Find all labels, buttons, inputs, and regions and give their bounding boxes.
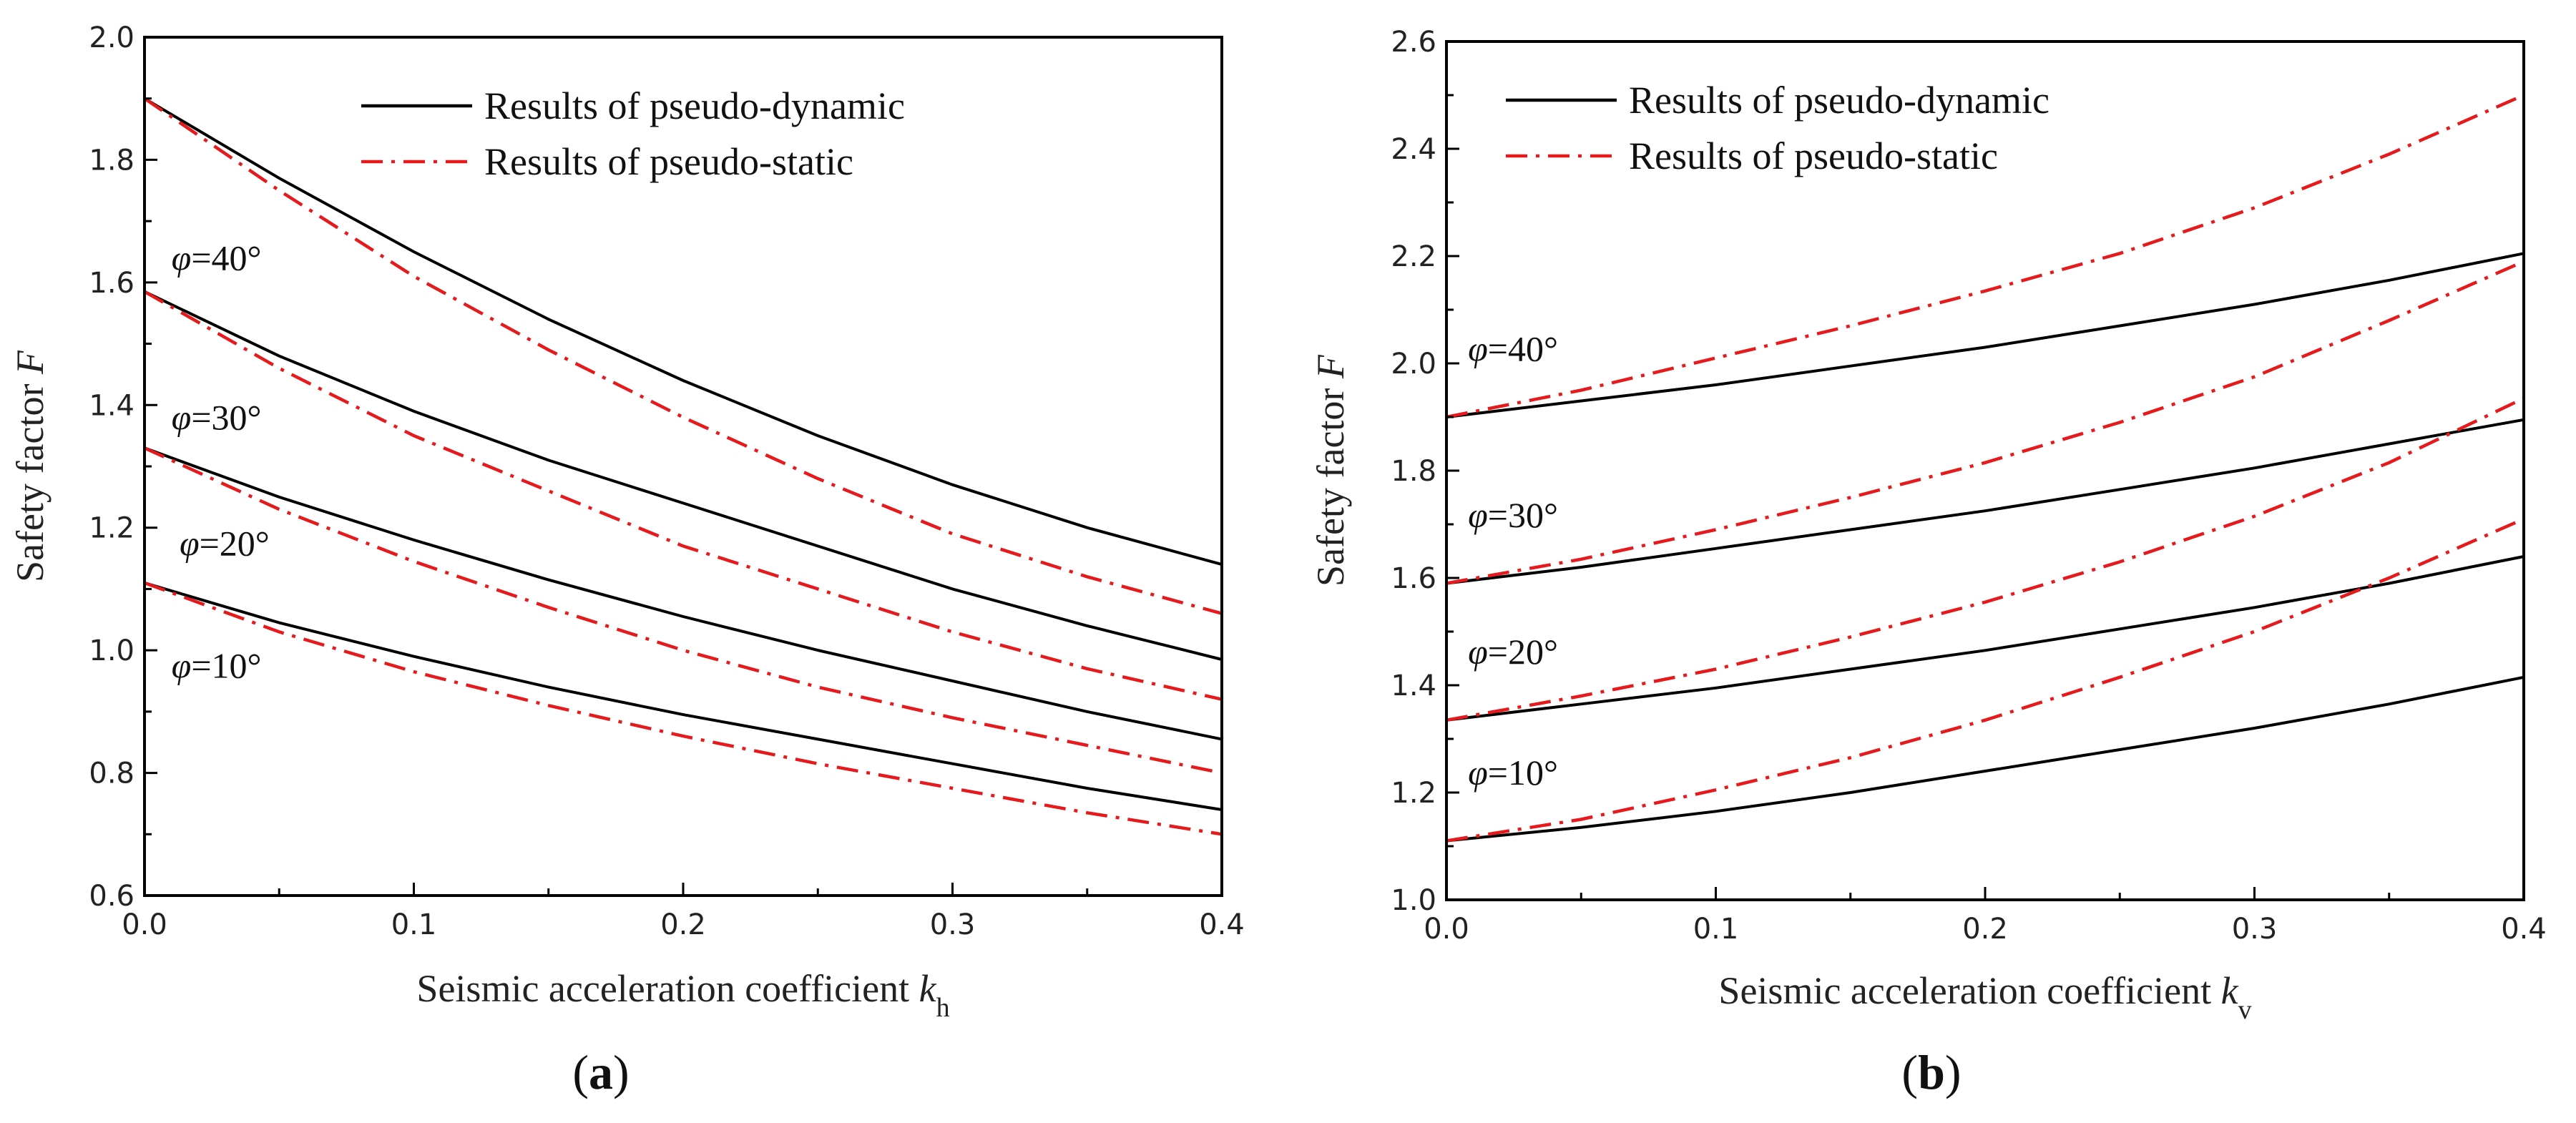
- series-line-b-phi30-static: [1446, 260, 2524, 585]
- series-line-a-phi20-static: [144, 446, 1223, 775]
- series-line-b-phi30-dynamic: [1446, 418, 2524, 585]
- series-line-b-phi40-static: [1446, 93, 2524, 419]
- y-tick-label-a-5: 1.6: [89, 267, 134, 300]
- chart-panel-a: 0.0 0.1 0.2 0.3 0.4 0.6 0.8 1.0 1.2 1.4 1.6 1.8 2.0 R…: [9, 21, 1245, 1099]
- series-line-a-phi10-dynamic: [144, 581, 1223, 811]
- series-line-b-phi20-dynamic: [1446, 555, 2524, 722]
- annotation-var: φ: [172, 398, 192, 438]
- series-line-a-phi40-dynamic: [143, 97, 1223, 567]
- curve-annotation-b-3: φ=10°: [1468, 752, 1558, 793]
- annotation-value: =10°: [191, 646, 261, 686]
- annotation-value: =40°: [1488, 328, 1558, 368]
- y-axis-title-b: Safety factor F: [1309, 354, 1352, 587]
- annotation-var: φ: [180, 523, 200, 563]
- series-line-b-phi40-dynamic: [1446, 252, 2524, 418]
- annotation-var: φ: [172, 238, 192, 278]
- curve-annotation-a-1: φ=30°: [172, 398, 262, 438]
- series-line-b-phi10-dynamic: [1446, 675, 2524, 843]
- annotation-value: =30°: [191, 398, 261, 438]
- x-axis-title-sub: h: [936, 993, 950, 1023]
- y-tick-label-a-4: 1.4: [89, 389, 134, 422]
- y-axis-title-a: Safety factor F: [9, 350, 52, 582]
- x-tick-label-a-1: 0.1: [391, 908, 437, 941]
- x-axis-title-a: Seismic acceleration coefficient kh: [416, 967, 949, 1023]
- x-tick-label-a-0: 0.0: [122, 908, 167, 941]
- annotation-value: =40°: [191, 238, 261, 278]
- caption-paren-open: (: [572, 1045, 589, 1099]
- y-tick-label-b-8: 2.6: [1391, 26, 1436, 59]
- curve-annotation-b-2: φ=20°: [1468, 632, 1558, 672]
- y-tick-label-a-6: 1.8: [89, 144, 134, 177]
- x-tick-label-b-0: 0.0: [1424, 913, 1469, 946]
- caption-letter: b: [1918, 1045, 1945, 1099]
- x-axis-title-var: k: [2221, 969, 2239, 1012]
- legend-label-b-1: Results of pseudo-static: [1629, 134, 1998, 177]
- series-line-a-phi10-static: [144, 581, 1223, 836]
- annotation-var: φ: [1468, 752, 1488, 793]
- curve-annotation-b-1: φ=30°: [1468, 495, 1558, 535]
- y-tick-label-a-0: 0.6: [89, 880, 134, 913]
- y-tick-label-b-6: 2.2: [1391, 240, 1436, 273]
- x-tick-label-b-2: 0.2: [1962, 913, 2008, 946]
- legend-label-a-1: Results of pseudo-static: [484, 140, 853, 183]
- curve-annotation-a-3: φ=10°: [172, 646, 262, 686]
- x-axis-title-main: Seismic acceleration coefficient: [416, 967, 919, 1010]
- x-tick-label-a-3: 0.3: [930, 908, 976, 941]
- x-tick-label-a-4: 0.4: [1199, 908, 1245, 941]
- x-axis-title-b: Seismic acceleration coefficient kv: [1718, 969, 2251, 1025]
- x-tick-label-a-2: 0.2: [660, 908, 706, 941]
- y-tick-label-a-3: 1.2: [89, 512, 134, 545]
- y-axis-title-main: Safety factor: [1309, 378, 1352, 587]
- x-tick-label-b-1: 0.1: [1693, 913, 1739, 946]
- y-tick-label-b-4: 1.8: [1391, 455, 1436, 488]
- y-axis-title-var: F: [9, 350, 52, 375]
- y-tick-label-a-2: 1.0: [89, 634, 134, 667]
- y-tick-label-a-1: 0.8: [89, 757, 134, 790]
- x-tick-label-b-4: 0.4: [2501, 913, 2547, 946]
- annotation-value: =30°: [1488, 495, 1558, 535]
- annotation-var: φ: [172, 646, 192, 686]
- y-tick-label-b-3: 1.6: [1391, 562, 1436, 595]
- series-line-b-phi20-static: [1446, 396, 2524, 722]
- annotation-var: φ: [1468, 632, 1488, 672]
- x-tick-label-b-3: 0.3: [2232, 913, 2278, 946]
- series-line-a-phi40-static: [143, 97, 1223, 615]
- y-tick-label-b-0: 1.0: [1391, 884, 1436, 917]
- x-axis-title-var: k: [919, 967, 937, 1010]
- x-axis-title-main: Seismic acceleration coefficient: [1718, 969, 2220, 1012]
- panel-caption-b: (b): [1901, 1045, 1961, 1099]
- curve-annotation-b-0: φ=40°: [1468, 328, 1558, 368]
- legend-label-a-0: Results of pseudo-dynamic: [484, 84, 905, 127]
- y-tick-label-a-7: 2.0: [89, 21, 134, 54]
- caption-paren-open: (: [1901, 1045, 1918, 1099]
- series-line-a-phi30-dynamic: [144, 290, 1223, 661]
- annotation-value: =10°: [1488, 752, 1558, 793]
- caption-paren-close: ): [1945, 1045, 1962, 1099]
- legend-label-b-0: Results of pseudo-dynamic: [1629, 79, 2049, 122]
- y-axis-title-var: F: [1309, 354, 1352, 379]
- curve-annotation-a-0: φ=40°: [172, 238, 262, 278]
- series-line-a-phi20-dynamic: [144, 446, 1223, 741]
- y-tick-label-b-5: 2.0: [1391, 348, 1436, 381]
- annotation-value: =20°: [200, 523, 270, 563]
- series-line-b-phi10-static: [1446, 517, 2524, 843]
- caption-letter: a: [589, 1045, 613, 1099]
- series-line-a-phi30-static: [143, 290, 1223, 701]
- caption-paren-close: ): [613, 1045, 630, 1099]
- annotation-var: φ: [1468, 328, 1488, 368]
- annotation-var: φ: [1468, 495, 1488, 535]
- panel-caption-a: (a): [572, 1045, 629, 1099]
- curve-annotation-a-2: φ=20°: [180, 523, 270, 563]
- chart-panel-b: 0.0 0.1 0.2 0.3 0.4 1.0 1.2 1.4 1.6 1.8 2.0 2.2 2.4 2…: [1309, 26, 2547, 1099]
- y-tick-label-b-2: 1.4: [1391, 670, 1436, 702]
- y-axis-title-main: Safety factor: [9, 374, 52, 582]
- annotation-value: =20°: [1488, 632, 1558, 672]
- y-tick-label-b-7: 2.4: [1391, 133, 1436, 166]
- x-axis-title-sub: v: [2238, 995, 2252, 1025]
- y-tick-label-b-1: 1.2: [1391, 777, 1436, 810]
